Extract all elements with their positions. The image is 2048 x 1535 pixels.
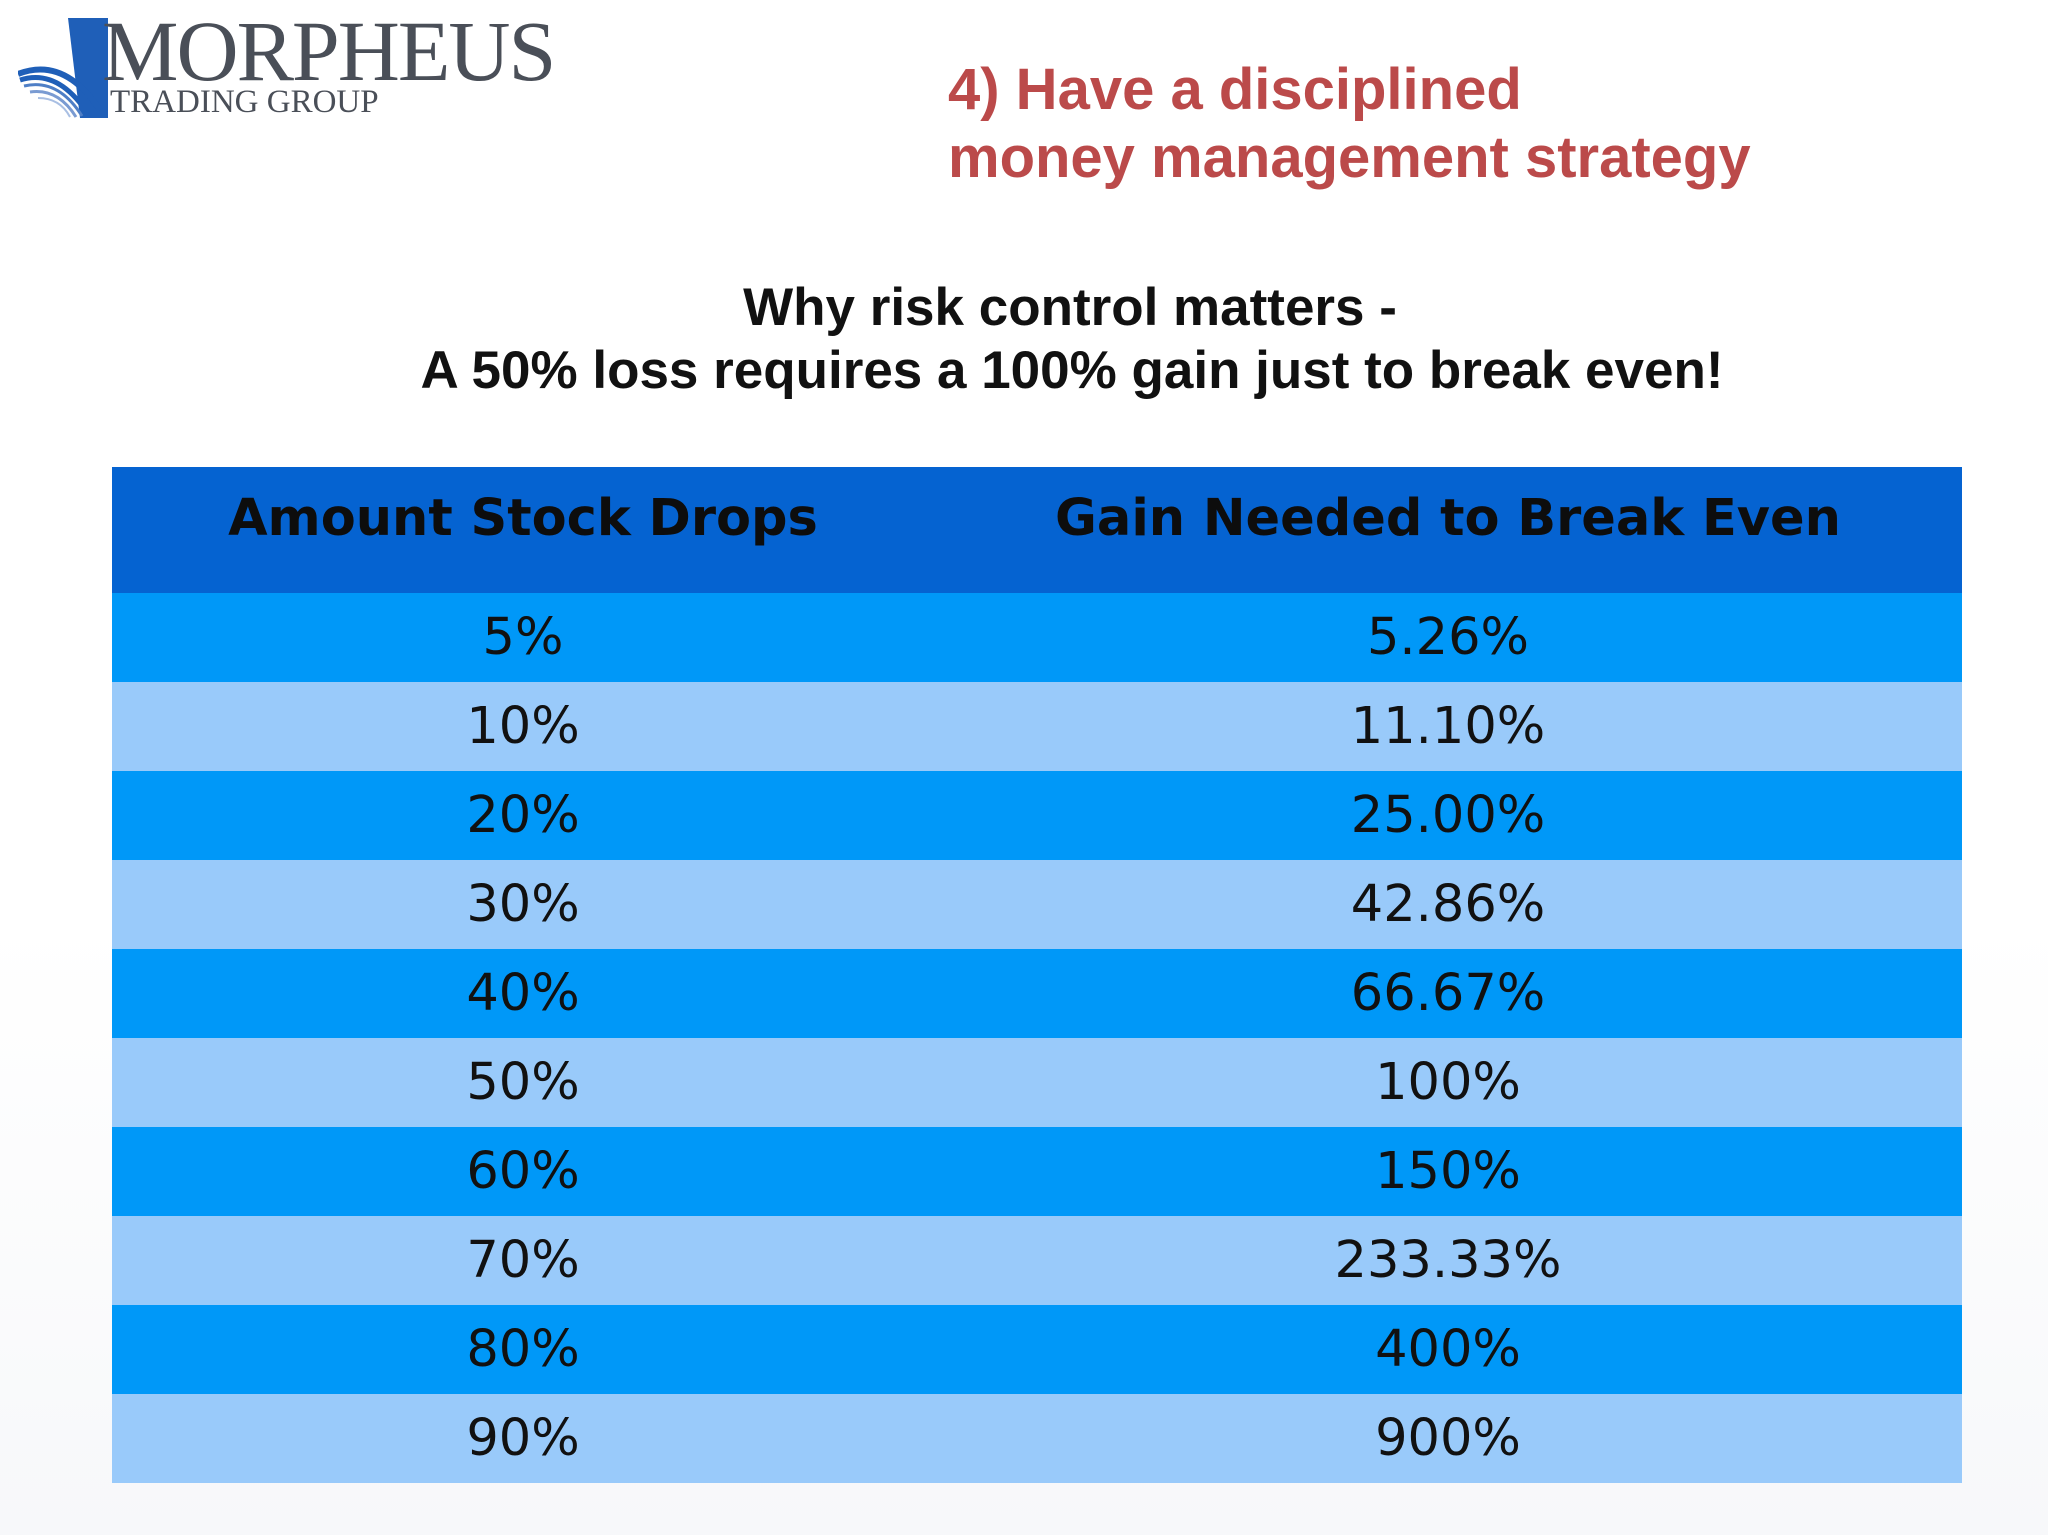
drop-cell: 5% — [482, 608, 564, 667]
break-even-table: Amount Stock Drops Gain Needed to Break … — [112, 467, 1962, 1483]
table-row: 10% 11.10% — [112, 682, 1962, 771]
gain-cell: 150% — [1375, 1142, 1521, 1201]
gain-cell: 66.67% — [1350, 964, 1546, 1023]
drop-cell: 20% — [466, 786, 580, 845]
headline-line-1: 4) Have a disciplined — [948, 57, 1522, 122]
drop-cell: 80% — [466, 1320, 580, 1379]
gain-cell: 25.00% — [1350, 786, 1546, 845]
slide-headline: 4) Have a disciplined money management s… — [948, 56, 1948, 192]
table-row: 80% 400% — [112, 1305, 1962, 1394]
table-row: 20% 25.00% — [112, 771, 1962, 860]
gain-cell: 233.33% — [1334, 1231, 1562, 1290]
gain-cell: 400% — [1375, 1320, 1521, 1379]
table-row: 50% 100% — [112, 1038, 1962, 1127]
drop-cell: 50% — [466, 1053, 580, 1112]
gain-cell: 900% — [1375, 1409, 1521, 1468]
drop-cell: 30% — [466, 875, 580, 934]
table-row: 5% 5.26% — [112, 593, 1962, 682]
subtitle-line-1: Why risk control matters - — [743, 278, 1397, 337]
drop-cell: 40% — [466, 964, 580, 1023]
column-header-gain: Gain Needed to Break Even — [1055, 489, 1841, 548]
headline-line-2: money management strategy — [948, 125, 1751, 190]
morpheus-logo: MORPHEUS TRADING GROUP — [18, 8, 556, 124]
table-header: Amount Stock Drops Gain Needed to Break … — [112, 467, 1962, 593]
logo-subtitle: TRADING GROUP — [110, 84, 379, 120]
table-row: 40% 66.67% — [112, 949, 1962, 1038]
column-header-drop: Amount Stock Drops — [228, 489, 818, 548]
logo-swoosh-icon — [18, 18, 108, 118]
gain-cell: 5.26% — [1366, 608, 1529, 667]
slide-subtitle: Why risk control matters - A 50% loss re… — [0, 276, 2048, 402]
subtitle-line-2: A 50% loss requires a 100% gain just to … — [420, 341, 1724, 400]
drop-cell: 70% — [466, 1231, 580, 1290]
table-row: 60% 150% — [112, 1127, 1962, 1216]
logo-name: MORPHEUS — [102, 3, 556, 99]
table-row: 90% 900% — [112, 1394, 1962, 1483]
gain-cell: 100% — [1375, 1053, 1521, 1112]
drop-cell: 90% — [466, 1409, 580, 1468]
table-row: 70% 233.33% — [112, 1216, 1962, 1305]
drop-cell: 60% — [466, 1142, 580, 1201]
gain-cell: 42.86% — [1350, 875, 1546, 934]
table-row: 30% 42.86% — [112, 860, 1962, 949]
drop-cell: 10% — [466, 697, 580, 756]
gain-cell: 11.10% — [1350, 697, 1546, 756]
